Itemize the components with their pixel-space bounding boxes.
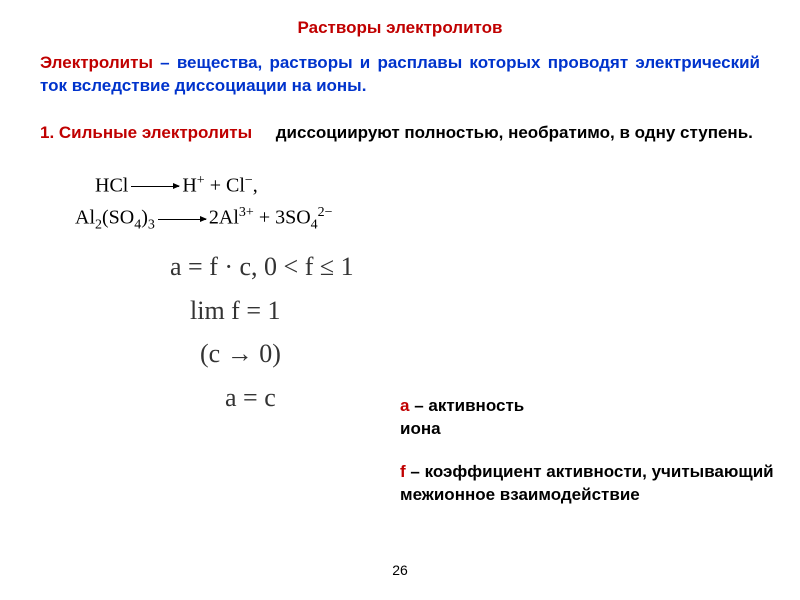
definition-term: Электролиты [40, 53, 153, 72]
arrow-icon [158, 219, 206, 220]
point1-black: диссоциируют полностью, необратимо, в од… [276, 123, 753, 142]
math-line2: lim f = 1 [190, 290, 760, 332]
legend-f: f – коэффициент активности, учитывающий … [400, 461, 800, 507]
math-section: a = f · c, 0 < f ≤ 1 lim f = 1 (c → 0) a… [170, 246, 760, 418]
eq1-tail: , [253, 174, 258, 196]
equations-block: HClH+ + Cl−, Al2(SO4)32Al3+ + 3SO42− [95, 173, 760, 234]
legend-a-text: – активность [409, 396, 524, 415]
eq2-rsup1: 3+ [239, 205, 254, 220]
legend-f-text: – коэффициент активности, учитывающий ме… [400, 462, 774, 504]
point1-red: 1. Сильные электролиты [40, 123, 252, 142]
eq2-sub3: 3 [148, 218, 155, 233]
eq2-lhs-mid: (SO [102, 207, 134, 229]
eq2-rhs-pre: 2Al [209, 207, 239, 229]
legend: a – активность иона f – коэффициент акти… [400, 395, 800, 507]
eq2-lhs-pre: Al [75, 207, 95, 229]
math-line1: a = f · c, 0 < f ≤ 1 [170, 246, 760, 288]
eq2-rhs-mid: + 3SO [254, 207, 311, 229]
eq2-lhs-post: ) [141, 207, 148, 229]
math-line3: (c → 0) [200, 333, 760, 375]
page-number: 26 [0, 562, 800, 578]
definition: Электролиты – вещества, растворы и распл… [40, 52, 760, 98]
equation-2: Al2(SO4)32Al3+ + 3SO42− [75, 205, 760, 234]
page-title: Растворы электролитов [40, 18, 760, 38]
legend-a: a – активность иона [400, 395, 800, 441]
eq1-lhs: HCl [95, 174, 128, 196]
eq1-sup1: + [197, 173, 205, 188]
eq1-mid: + Cl [205, 174, 245, 196]
title-text: Растворы электролитов [298, 18, 503, 37]
point-1: 1. Сильные электролиты диссоциируют полн… [40, 122, 760, 145]
eq1-sup2: − [245, 173, 253, 188]
equation-1: HCl H+ + Cl−, [95, 173, 760, 198]
eq2-sub1: 2 [95, 218, 102, 233]
eq1-rhs-pre: H [182, 174, 196, 196]
eq2-rsup2: 2− [318, 205, 333, 220]
legend-f-letter: f [400, 462, 410, 481]
arrow-icon [131, 186, 179, 187]
eq2-rsub1: 4 [311, 218, 318, 233]
legend-a-text2: иона [400, 419, 441, 438]
